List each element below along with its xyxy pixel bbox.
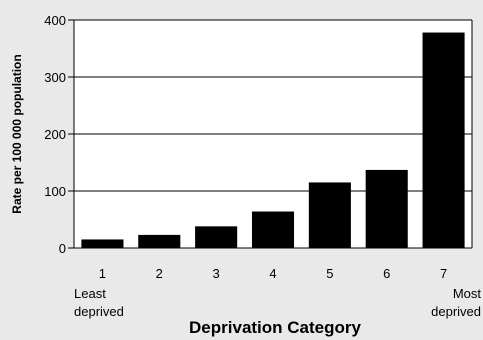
least-deprived-note-line2: deprived [74, 304, 124, 319]
bar-6 [365, 169, 408, 248]
x-tick-label: 5 [326, 266, 333, 281]
bar-4 [251, 211, 295, 248]
most-deprived-note-line1: Most [453, 286, 482, 301]
x-axis-title: Deprivation Category [189, 318, 361, 337]
bar-5 [308, 182, 351, 248]
x-tick-label: 7 [440, 266, 447, 281]
bar-3 [195, 226, 238, 248]
bar-2 [138, 234, 181, 248]
x-tick-label: 2 [156, 266, 163, 281]
bars [81, 32, 465, 248]
y-tick-label: 200 [44, 127, 66, 142]
bar-1 [81, 239, 124, 248]
y-tick-label: 400 [44, 13, 66, 28]
x-tick-label: 6 [383, 266, 390, 281]
most-deprived-note-line2: deprived [431, 304, 481, 319]
x-tick-label: 3 [213, 266, 220, 281]
y-tick-label: 300 [44, 70, 66, 85]
bar-7 [422, 32, 465, 248]
x-axis-ticks: 1 2 3 4 5 6 7 [99, 266, 447, 281]
y-axis-ticks: 0 100 200 300 400 [44, 13, 74, 256]
x-tick-label: 4 [269, 266, 276, 281]
y-axis-title: Rate per 100 000 population [10, 54, 24, 213]
least-deprived-note-line1: Least [74, 286, 106, 301]
y-tick-label: 100 [44, 184, 66, 199]
y-tick-label: 0 [59, 241, 66, 256]
x-tick-label: 1 [99, 266, 106, 281]
